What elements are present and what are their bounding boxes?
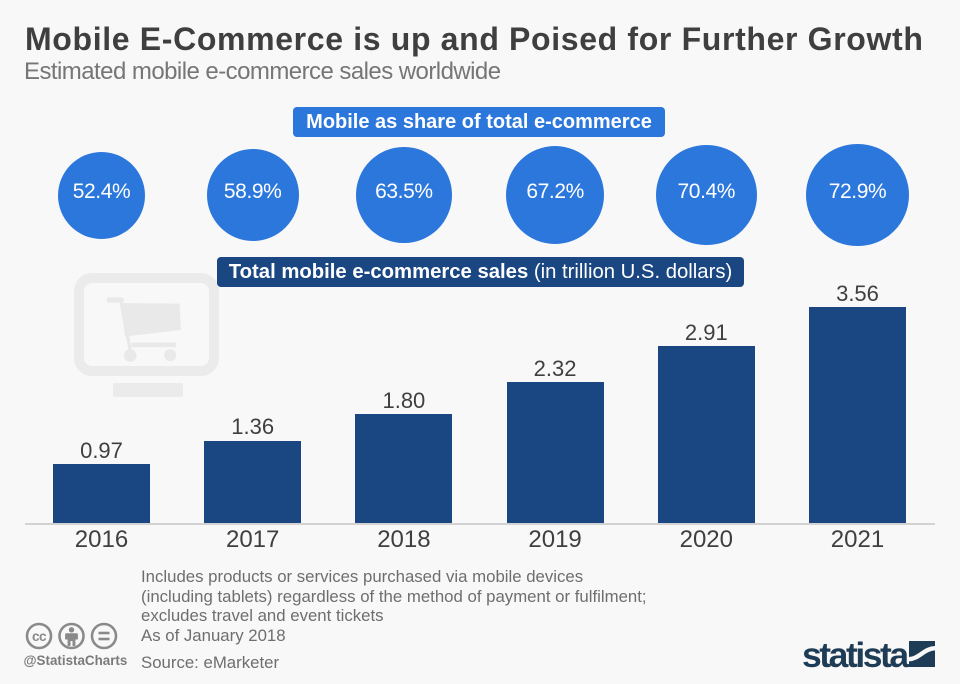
svg-text:cc: cc bbox=[32, 629, 47, 644]
